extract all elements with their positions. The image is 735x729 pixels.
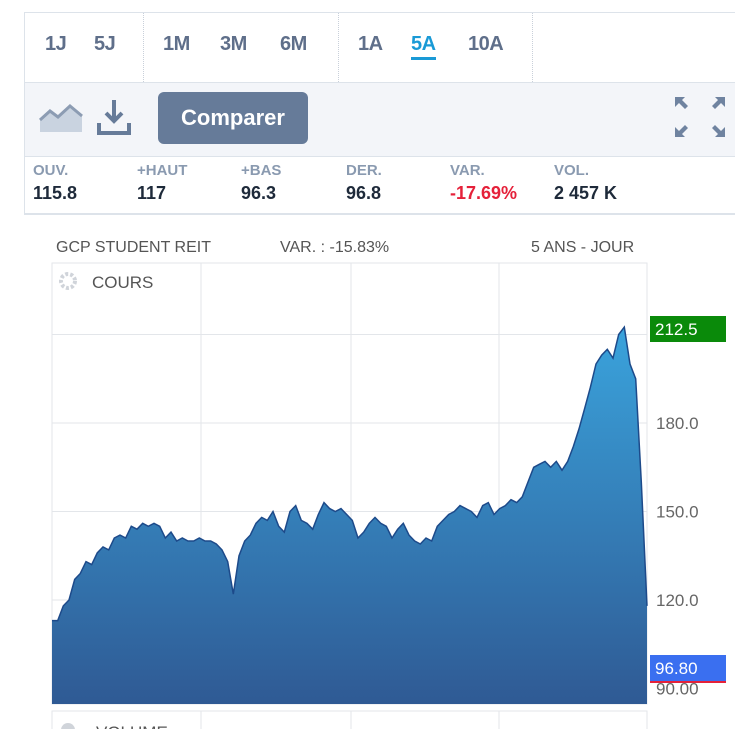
instrument-name: GCP STUDENT REIT: [56, 239, 211, 256]
stat-label: DER.: [346, 162, 382, 179]
stat-value: 96.3: [241, 183, 277, 203]
compare-button[interactable]: Comparer: [158, 92, 308, 144]
tab-5a[interactable]: 5A: [411, 33, 436, 60]
stat-label: VOL.: [554, 162, 590, 179]
price-area: [52, 327, 647, 704]
last-price-label: 96.80: [655, 659, 698, 678]
tab-1j[interactable]: 1J: [45, 33, 67, 55]
area-chart-icon[interactable]: [38, 100, 86, 134]
stat-label: VAR.: [450, 162, 485, 179]
y-tick-label: 120.0: [656, 591, 699, 610]
high-badge: [650, 316, 726, 342]
tab-group-divider: [532, 12, 533, 82]
tab-1m[interactable]: 1M: [163, 33, 190, 55]
settings-icon[interactable]: [59, 272, 77, 290]
stat-value: -17.69%: [450, 183, 518, 203]
panel-label: COURS: [92, 273, 153, 292]
chart-period: 5 ANS - JOUR: [531, 239, 635, 256]
stat-label: +HAUT: [137, 162, 188, 179]
tab-3m[interactable]: 3M: [220, 33, 247, 55]
tab-5j[interactable]: 5J: [94, 33, 116, 55]
stat-5: VOL. 2 457 K: [554, 162, 617, 204]
stat-value: 2 457 K: [554, 183, 618, 203]
tab-1a[interactable]: 1A: [358, 33, 383, 55]
stat-2: +BAS 96.3: [241, 162, 281, 204]
download-icon[interactable]: [96, 98, 132, 138]
volume-settings-icon: [61, 723, 75, 729]
y-tick-label: 150.0: [656, 503, 699, 522]
last-price-badge: [650, 655, 726, 681]
panel-border: [24, 12, 25, 214]
tab-6m[interactable]: 6M: [280, 33, 307, 55]
tab-10a[interactable]: 10A: [468, 33, 504, 55]
y-tick-label: 180.0: [656, 414, 699, 433]
price-line: [52, 325, 648, 622]
panel-border-top: [24, 12, 735, 13]
high-badge-label: 212.5: [655, 320, 698, 339]
y-tick-label: 90.00: [656, 680, 699, 699]
stat-0: OUV. 115.8: [33, 162, 77, 204]
toolbar: [24, 83, 735, 157]
period-bar: [24, 12, 735, 83]
volume-label: VOLUME: [96, 723, 168, 729]
stat-1: +HAUT 117: [137, 162, 187, 204]
stat-4: VAR. -17.69%: [450, 162, 517, 204]
stat-3: DER. 96.8: [346, 162, 382, 204]
tab-group-divider: [338, 12, 339, 82]
expand-icon[interactable]: [672, 94, 728, 140]
stat-value: 115.8: [33, 183, 78, 203]
stat-value: 96.8: [346, 183, 382, 203]
chart-variation: VAR. : -15.83%: [280, 239, 390, 256]
tab-group-divider: [143, 12, 144, 82]
stat-value: 117: [137, 183, 167, 203]
stats-bar: [24, 157, 735, 215]
stat-label: OUV.: [33, 162, 69, 179]
stat-label: +BAS: [241, 162, 282, 179]
